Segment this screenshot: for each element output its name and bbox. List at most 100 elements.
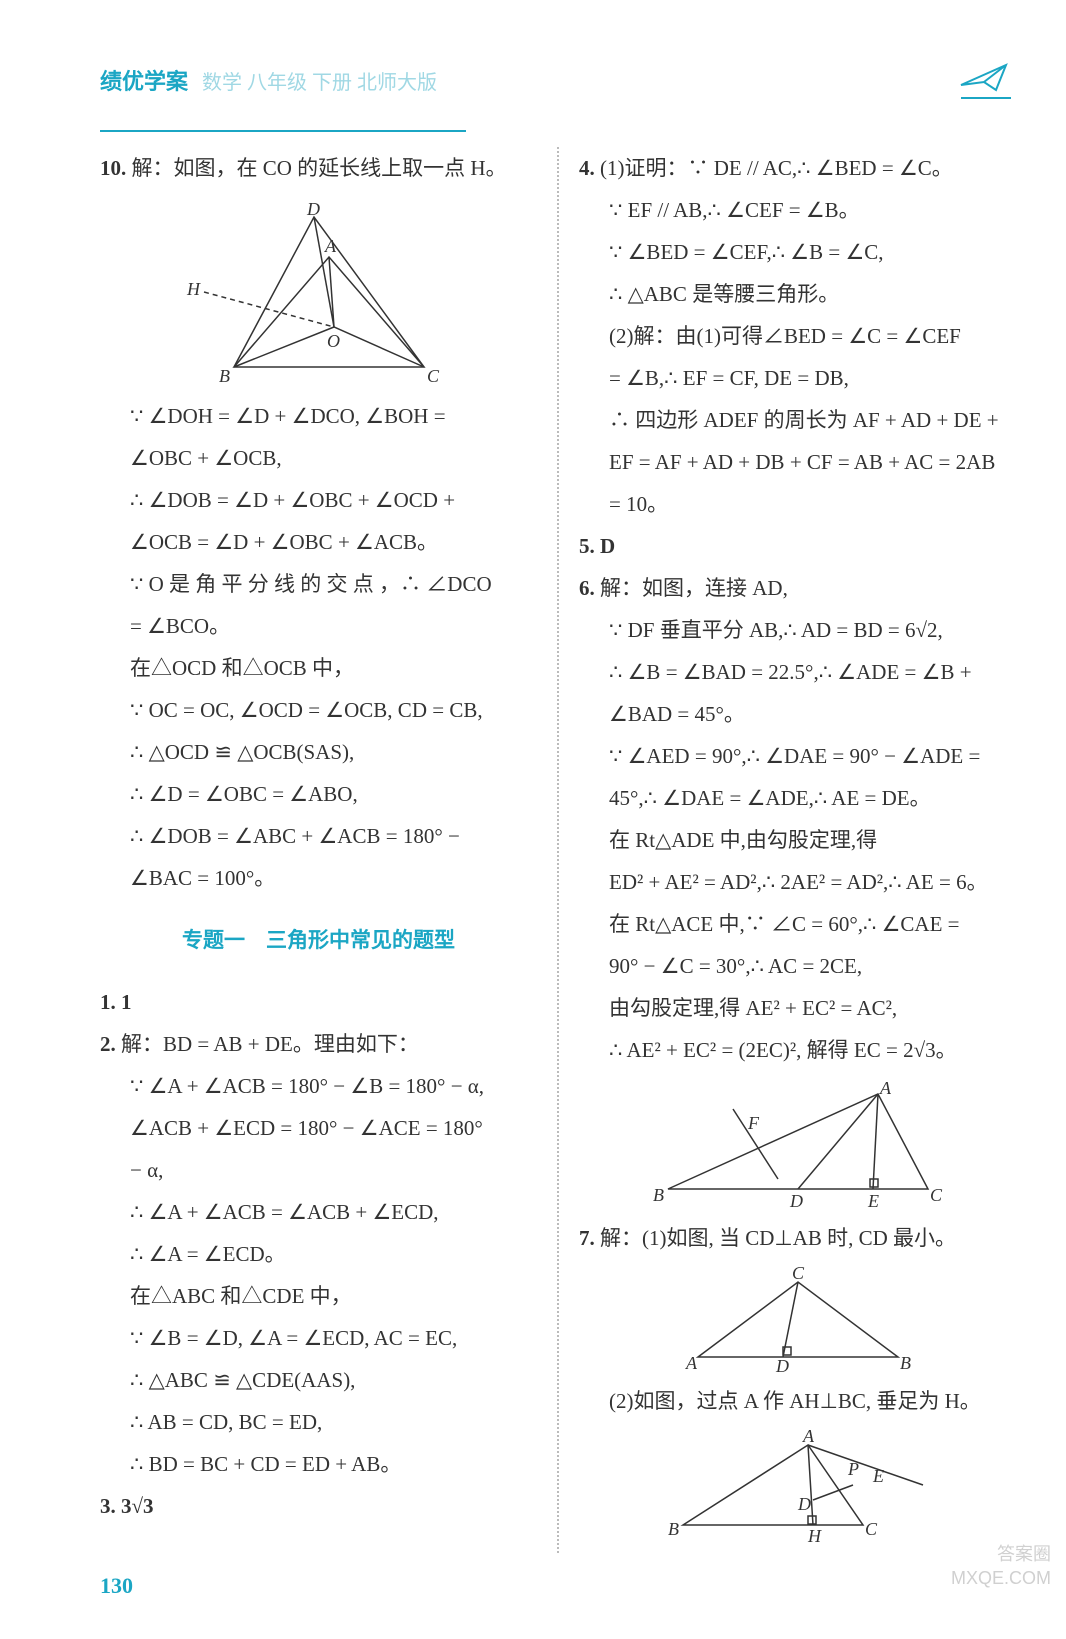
q2-l7: ∴ △ABC ≌ △CDE(AAS), [100,1359,537,1401]
q2-l5: 在△ABC 和△CDE 中， [100,1275,537,1317]
q7b-diagram: A B C D H P E [653,1430,943,1545]
q4-l1: ∵ EF // AB,∴ ∠CEF = ∠B。 [579,189,1016,231]
q1: 1. 1 [100,981,537,1023]
q10-l5: = ∠BCO。 [100,605,537,647]
q5: 5. D [579,525,1016,567]
q6-l7: 在 Rt△ACE 中,∵ ∠C = 60°,∴ ∠CAE = [579,903,1016,945]
q6-line: 6. 解：如图，连接 AD, [579,567,1016,609]
q10-l11: ∠BAC = 100°。 [100,857,537,899]
section-title: 专题一 三角形中常见的题型 [100,919,537,961]
paper-plane-icon [956,60,1016,100]
label-D: D [306,199,320,219]
q2-l9: ∴ BD = BC + CD = ED + AB。 [100,1443,537,1485]
q10-intro: 解：如图，在 CO 的延长线上取一点 H。 [132,156,507,180]
q10-l3: ∠OCB = ∠D + ∠OBC + ∠ACB。 [100,521,537,563]
q4-l4: (2)解：由(1)可得∠BED = ∠C = ∠CEF [579,315,1016,357]
q3-text: 3. 3√3 [100,1494,154,1518]
d6-A: A [879,1079,892,1098]
q6-l2: ∠BAD = 45°。 [579,693,1016,735]
left-column: 10. 解：如图，在 CO 的延长线上取一点 H。 A D B C [100,147,537,1553]
q10-diagram: A D B C H O [179,197,459,387]
d7a-C: C [792,1267,805,1283]
d7a-B: B [900,1353,911,1372]
q4-line: 4. (1)证明：∵ DE // AC,∴ ∠BED = ∠C。 [579,147,1016,189]
header-left: 绩优学案 数学 八年级 下册 北师大版 [100,64,437,96]
label-B: B [219,366,230,386]
q7-line: 7. 解：(1)如图, 当 CD⊥AB 时, CD 最小。 [579,1217,1016,1259]
q10-l0: ∵ ∠DOH = ∠D + ∠DCO, ∠BOH = [100,395,537,437]
d7b-P: P [847,1459,859,1479]
q6-l3: ∵ ∠AED = 90°,∴ ∠DAE = 90° − ∠ADE = [579,735,1016,777]
q10-l6: 在△OCD 和△OCB 中， [100,647,537,689]
content-columns: 10. 解：如图，在 CO 的延长线上取一点 H。 A D B C [100,147,1016,1553]
column-divider [557,147,559,1553]
q7-label: 7. [579,1226,595,1250]
q7a-diagram: A B C D [668,1267,928,1372]
label-A: A [324,236,337,256]
d7b-B: B [668,1519,679,1539]
q4-l8: = 10。 [579,483,1016,525]
subject-title: 数学 八年级 下册 北师大版 [202,72,437,94]
q3: 3. 3√3 [100,1485,537,1527]
watermark: 答案圈 MXQE.COM [951,1543,1051,1590]
d7b-H: H [807,1526,822,1545]
q2-l0: ∵ ∠A + ∠ACB = 180° − ∠B = 180° − α, [100,1065,537,1107]
q2-l1: ∠ACB + ∠ECD = 180° − ∠ACE = 180° [100,1107,537,1149]
brand-title: 绩优学案 [100,69,188,94]
q1-text: 1. 1 [100,990,132,1014]
q6-intro: 解：如图，连接 AD, [600,576,788,600]
q4-l6: ∴ 四边形 ADEF 的周长为 AF + AD + DE + [579,399,1016,441]
q10-l2: ∴ ∠DOB = ∠D + ∠OBC + ∠OCD + [100,479,537,521]
q4-l5: = ∠B,∴ EF = CF, DE = DB, [579,357,1016,399]
q6-l10: ∴ AE² + EC² = (2EC)², 解得 EC = 2√3。 [579,1029,1016,1071]
label-H: H [186,279,201,299]
q10-label: 10. [100,156,126,180]
q10-l10: ∴ ∠DOB = ∠ABC + ∠ACB = 180° − [100,815,537,857]
page-number: 130 [100,1573,1016,1599]
q2-l6: ∵ ∠B = ∠D, ∠A = ∠ECD, AC = EC, [100,1317,537,1359]
right-column: 4. (1)证明：∵ DE // AC,∴ ∠BED = ∠C。 ∵ EF //… [579,147,1016,1553]
q10-l1: ∠OBC + ∠OCB, [100,437,537,479]
q6-diagram: A B C D E F [648,1079,948,1209]
page-header: 绩优学案 数学 八年级 下册 北师大版 [100,60,1016,110]
label-C: C [427,366,440,386]
q10-l9: ∴ ∠D = ∠OBC = ∠ABO, [100,773,537,815]
q4-l7: EF = AF + AD + DB + CF = AB + AC = 2AB [579,441,1016,483]
q2-l8: ∴ AB = CD, BC = ED, [100,1401,537,1443]
q2-l4: ∴ ∠A = ∠ECD。 [100,1233,537,1275]
q2-label: 2. [100,1032,116,1056]
q4-l2: ∵ ∠BED = ∠CEF,∴ ∠B = ∠C, [579,231,1016,273]
q10-l7: ∵ OC = OC, ∠OCD = ∠OCB, CD = CB, [100,689,537,731]
q6-l5: 在 Rt△ADE 中,由勾股定理,得 [579,819,1016,861]
d6-F: F [747,1113,760,1133]
q6-l0: ∵ DF 垂直平分 AB,∴ AD = BD = 6√2, [579,609,1016,651]
d7a-A: A [685,1353,698,1372]
label-O: O [327,331,340,351]
q4-l3: ∴ △ABC 是等腰三角形。 [579,273,1016,315]
q7-l2: (2)如图，过点 A 作 AH⊥BC, 垂足为 H。 [579,1380,1016,1422]
q6-l4: 45°,∴ ∠DAE = ∠ADE,∴ AE = DE。 [579,777,1016,819]
d6-D: D [789,1191,803,1209]
q10-l8: ∴ △OCD ≌ △OCB(SAS), [100,731,537,773]
d7b-D: D [797,1494,811,1514]
d7b-A: A [802,1430,815,1446]
header-underline [100,130,466,132]
d7b-E: E [872,1466,884,1486]
q6-l9: 由勾股定理,得 AE² + EC² = AC², [579,987,1016,1029]
q2-intro: 解：BD = AB + DE。理由如下： [121,1032,419,1056]
q6-l6: ED² + AE² = AD²,∴ 2AE² = AD²,∴ AE = 6。 [579,861,1016,903]
q2-l2: − α, [100,1149,537,1191]
d6-C: C [930,1185,943,1205]
d7a-D: D [775,1356,789,1372]
page-root: 绩优学案 数学 八年级 下册 北师大版 10. 解：如图，在 CO 的延长线上取… [0,0,1066,1639]
q10-l4: ∵ O 是 角 平 分 线 的 交 点 ，∴ ∠DCO [100,563,537,605]
d7b-C: C [865,1519,878,1539]
d6-B: B [653,1185,664,1205]
d6-E: E [867,1191,879,1209]
wm-l2: MXQE.COM [951,1567,1051,1590]
q6-label: 6. [579,576,595,600]
q7-l1: 解：(1)如图, 当 CD⊥AB 时, CD 最小。 [600,1226,956,1250]
q6-l8: 90° − ∠C = 30°,∴ AC = 2CE, [579,945,1016,987]
q4-l0: (1)证明：∵ DE // AC,∴ ∠BED = ∠C。 [600,156,953,180]
q4-label: 4. [579,156,595,180]
